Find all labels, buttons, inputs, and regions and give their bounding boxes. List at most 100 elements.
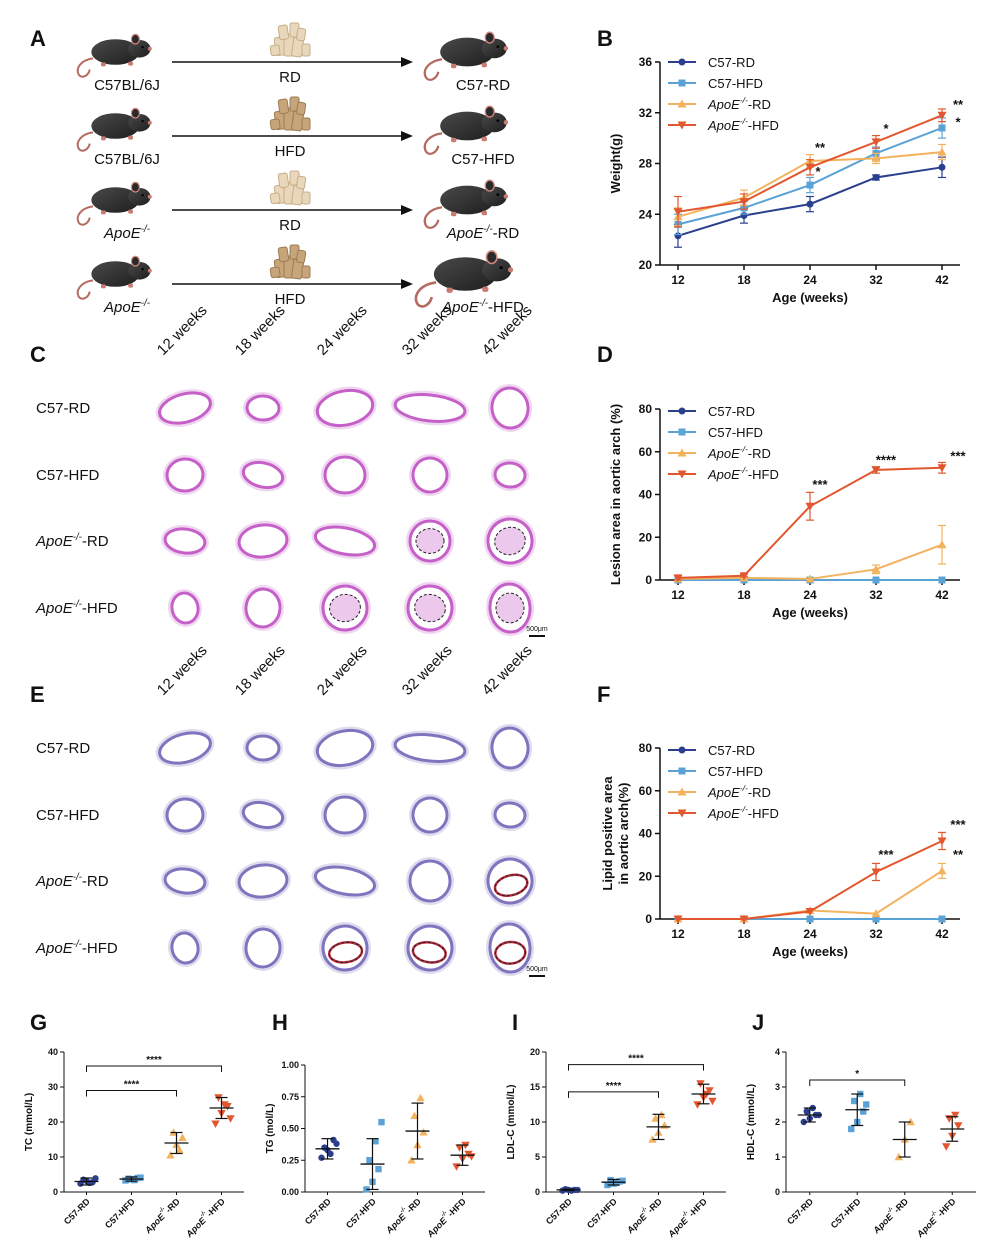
- legend-label: ApoE-/--RD: [707, 95, 771, 112]
- legend-label: C57-RD: [708, 404, 755, 419]
- legend-marker: [678, 58, 686, 66]
- column-label: 32 weeks: [399, 642, 456, 699]
- plaque-outline: [414, 593, 446, 623]
- y-tick-label: 40: [639, 827, 653, 841]
- significance-label: ***: [812, 477, 828, 492]
- data-point: [410, 1111, 419, 1119]
- data-point: [951, 1111, 960, 1120]
- aortic-section-image: [155, 388, 215, 428]
- y-tick-label: 15: [530, 1082, 540, 1092]
- aortic-section-image: [161, 864, 209, 898]
- significance-label: **: [815, 140, 826, 155]
- aortic-section-image: [487, 724, 533, 772]
- mouse-start-icon: [76, 255, 152, 300]
- aortic-section-image: [313, 726, 377, 770]
- diet-label: HFD: [275, 143, 306, 160]
- column-label: 24 weeks: [314, 302, 371, 359]
- scale-bar-label: 500μm: [526, 626, 548, 633]
- x-tick-label: ApoE-/--RD: [382, 1195, 423, 1236]
- panel-label-j: J: [752, 1010, 764, 1035]
- data-point: [805, 574, 815, 583]
- mouse-end-icon: [414, 250, 514, 308]
- mouse-start-label: C57BL/6J: [94, 77, 160, 94]
- significance-bracket: [568, 1064, 704, 1071]
- aortic-section-image: [239, 798, 287, 832]
- y-tick-label: 0.75: [281, 1092, 299, 1102]
- y-tick-label: 40: [48, 1047, 58, 1057]
- x-axis-title: Age (weeks): [772, 605, 848, 620]
- arrow-head-icon: [401, 131, 413, 141]
- aortic-section-image: [404, 582, 456, 634]
- plaque-outline: [329, 593, 361, 623]
- data-point: [455, 1144, 464, 1152]
- y-tick-label: 28: [639, 157, 653, 171]
- data-point: [333, 1140, 340, 1147]
- data-point: [660, 1121, 669, 1129]
- column-label: 18 weeks: [232, 302, 289, 359]
- y-tick-label: 0: [775, 1187, 780, 1197]
- significance-label: *: [855, 1069, 859, 1080]
- x-tick-label: 42: [935, 927, 949, 941]
- legend-marker: [678, 428, 686, 436]
- x-tick-label: C57-HFD: [829, 1196, 863, 1230]
- panel-label-i: I: [512, 1010, 518, 1035]
- y-tick-label: 20: [639, 869, 653, 883]
- x-tick-label: 18: [737, 927, 751, 941]
- aortic-section-image: [391, 390, 469, 426]
- mouse-end-label: ApoE-/--RD: [446, 224, 520, 242]
- data-point: [372, 1138, 379, 1145]
- data-point: [937, 111, 947, 120]
- data-point: [619, 1177, 626, 1184]
- lipid-outline: [412, 941, 447, 963]
- arrow-head-icon: [401, 57, 413, 67]
- significance-bracket: [86, 1065, 222, 1072]
- aortic-section-image: [484, 855, 536, 907]
- mouse-start-icon: [76, 181, 152, 226]
- legend-label: ApoE-/--HFD: [707, 116, 779, 133]
- panel-label-d: D: [597, 342, 613, 367]
- panel-label-f: F: [597, 682, 610, 707]
- x-tick-label: ApoE-/--RD: [623, 1195, 664, 1236]
- aortic-section-image: [485, 580, 535, 636]
- data-point: [848, 1125, 855, 1133]
- data-point: [211, 1120, 220, 1128]
- aortic-section-image: [321, 453, 369, 497]
- x-tick-label: 32: [869, 588, 883, 602]
- y-axis-title: HDL-C (mmol/L): [746, 1084, 757, 1160]
- aortic-section-image: [391, 730, 469, 766]
- series-line: [677, 466, 943, 579]
- data-point: [805, 502, 815, 511]
- legend-marker: [677, 809, 687, 818]
- significance-label: ****: [876, 453, 897, 468]
- legend-label: C57-RD: [708, 743, 755, 758]
- x-tick-label: 18: [737, 273, 751, 287]
- aortic-section-image: [313, 386, 377, 430]
- data-point: [937, 147, 947, 156]
- significance-label: **: [953, 847, 964, 862]
- y-tick-label: 32: [639, 106, 653, 120]
- data-point: [708, 1097, 717, 1106]
- x-tick-label: 12: [671, 273, 685, 287]
- significance-bracket: [568, 1091, 659, 1098]
- data-point: [937, 866, 947, 875]
- diet-label: HFD: [275, 291, 306, 308]
- data-point: [673, 915, 683, 924]
- panel-label-b: B: [597, 26, 613, 51]
- row-label: ApoE-/--HFD: [35, 939, 118, 957]
- y-tick-label: 20: [48, 1117, 58, 1127]
- diet-label: RD: [279, 69, 301, 86]
- x-tick-label: 18: [737, 588, 751, 602]
- y-tick-label: 60: [639, 445, 653, 459]
- data-point: [327, 1150, 334, 1158]
- x-tick-label: ApoE-/--HFD: [423, 1195, 468, 1240]
- aortic-section-image: [487, 384, 533, 432]
- x-tick-label: C57-RD: [303, 1196, 333, 1226]
- data-point: [166, 1151, 175, 1159]
- aortic-section-image: [319, 922, 371, 974]
- y-tick-label: 1: [775, 1152, 780, 1162]
- significance-label: ****: [146, 1055, 162, 1066]
- data-point: [805, 163, 815, 172]
- row-label: ApoE-/--RD: [35, 872, 109, 890]
